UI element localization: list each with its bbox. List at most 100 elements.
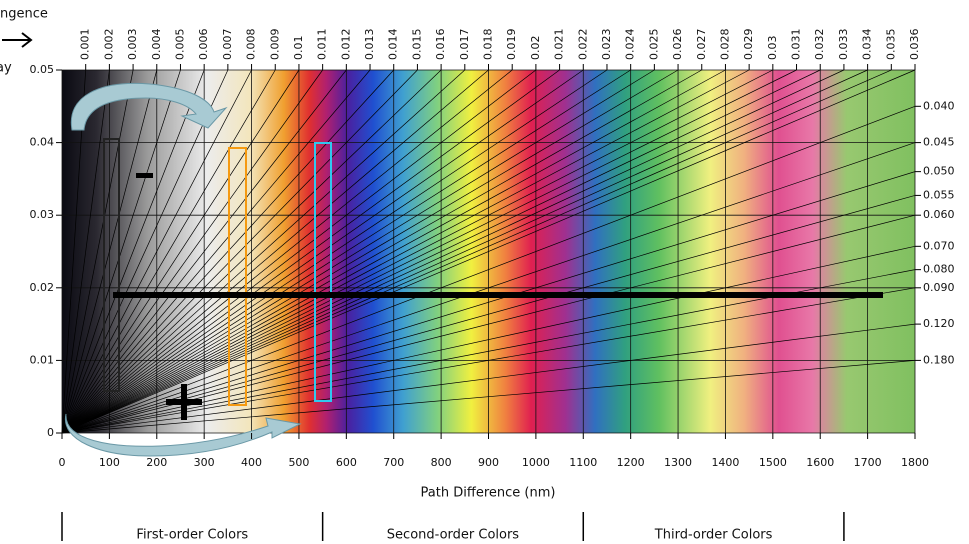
top-tick-label: 0.007 <box>221 29 234 61</box>
top-tick-label: 0.006 <box>197 29 210 61</box>
birefringence-line <box>61 69 916 434</box>
birefringence-line <box>61 69 584 434</box>
top-tick-label: 0.013 <box>363 29 376 61</box>
birefringence-line <box>61 69 560 434</box>
birefringence-line <box>61 287 916 434</box>
axis-title: ngence <box>0 7 48 22</box>
birefringence-line <box>61 69 229 434</box>
birefringence-line <box>61 171 916 434</box>
birefringence-line <box>61 69 442 434</box>
top-tick-label: 0.026 <box>671 29 684 61</box>
birefringence-line <box>61 69 892 434</box>
y-tick-label: 0.04 <box>30 136 55 149</box>
top-tick-label: 0.004 <box>150 29 163 61</box>
birefringence-line <box>61 69 110 434</box>
x-tick-label: 500 <box>288 456 309 469</box>
top-tick-label: 0.002 <box>102 29 115 61</box>
top-tick-label: 0.003 <box>126 29 139 61</box>
marker-box <box>228 147 247 406</box>
birefringence-line <box>61 69 158 434</box>
x-tick-label: 1400 <box>711 456 739 469</box>
top-tick-label: 0.009 <box>268 29 281 61</box>
top-tick-label: 0.001 <box>79 29 92 61</box>
arrow <box>64 413 302 457</box>
x-tick-label: 1300 <box>664 456 692 469</box>
x-tick-label: 900 <box>478 456 499 469</box>
birefringence-line <box>61 69 797 434</box>
top-tick-label: 0.029 <box>742 29 755 61</box>
axis-title: ay <box>0 61 12 76</box>
x-axis-title: Path Difference (nm) <box>421 486 556 501</box>
top-tick-label: 0.032 <box>813 29 826 61</box>
y-tick-label: 0.02 <box>30 281 55 294</box>
birefringence-line <box>61 69 631 434</box>
birefringence-line <box>61 195 916 434</box>
y-tick-label: 0.01 <box>30 353 55 366</box>
plus-sign <box>181 384 187 420</box>
birefringence-line <box>61 69 323 434</box>
right-tick-label: 0.180 <box>923 353 955 366</box>
annotations <box>64 82 883 457</box>
birefringence-line <box>61 69 252 434</box>
right-tick-label: 0.045 <box>923 136 955 149</box>
order-label: Second-order Colors <box>387 528 520 543</box>
arrow <box>70 82 228 131</box>
x-tick-label: 600 <box>336 456 357 469</box>
order-label: Third-order Colors <box>654 528 773 543</box>
birefringence-line <box>61 105 916 434</box>
top-tick-label: 0.031 <box>790 29 803 61</box>
birefringence-line <box>61 69 537 434</box>
top-tick-label: 0.008 <box>245 29 258 60</box>
x-tick-label: 1200 <box>617 456 645 469</box>
x-tick-label: 1800 <box>901 456 929 469</box>
birefringence-line <box>61 69 205 434</box>
x-tick-label: 700 <box>383 456 404 469</box>
right-tick-label: 0.080 <box>923 263 955 276</box>
birefringence-line <box>61 69 347 434</box>
x-tick-label: 300 <box>194 456 215 469</box>
birefringence-line <box>61 69 726 434</box>
birefringence-line <box>61 214 916 434</box>
x-tick-label: 1600 <box>806 456 834 469</box>
birefringence-line <box>61 69 418 434</box>
x-tick-label: 800 <box>431 456 452 469</box>
arrow <box>2 32 33 48</box>
birefringence-line <box>61 69 750 434</box>
birefringence-line <box>61 69 821 434</box>
top-tick-label: 0.036 <box>908 29 921 61</box>
birefringence-line <box>61 69 702 434</box>
birefringence-line <box>61 69 845 434</box>
birefringence-line <box>61 69 608 434</box>
birefringence-line <box>61 69 489 434</box>
top-tick-label: 0.033 <box>837 29 850 61</box>
right-tick-label: 0.055 <box>923 188 955 201</box>
x-tick-label: 1700 <box>854 456 882 469</box>
x-tick-label: 100 <box>99 456 120 469</box>
birefringence-line <box>61 69 300 434</box>
top-tick-label: 0.015 <box>410 29 423 61</box>
top-tick-label: 0.03 <box>766 36 779 61</box>
x-tick-label: 400 <box>241 456 262 469</box>
birefringence-line <box>61 69 773 434</box>
right-tick-label: 0.120 <box>923 317 955 330</box>
y-tick-label: 0 <box>47 426 54 439</box>
x-tick-label: 0 <box>59 456 66 469</box>
birefringence-line <box>61 69 655 434</box>
top-tick-label: 0.027 <box>695 29 708 61</box>
top-tick-label: 0.021 <box>553 29 566 61</box>
right-tick-label: 0.070 <box>923 239 955 252</box>
birefringence-line <box>61 245 916 434</box>
birefringence-line <box>61 69 679 434</box>
x-tick-label: 200 <box>146 456 167 469</box>
top-tick-label: 0.022 <box>576 29 589 61</box>
top-tick-label: 0.023 <box>600 29 613 61</box>
top-tick-label: 0.025 <box>647 29 660 61</box>
top-tick-label: 0.014 <box>387 29 400 61</box>
birefringence-line <box>61 69 181 434</box>
right-tick-label: 0.050 <box>923 165 955 178</box>
birefringence-line <box>61 69 371 434</box>
birefringence-line <box>61 69 276 434</box>
marker-box <box>314 142 332 402</box>
x-tick-label: 1100 <box>569 456 597 469</box>
